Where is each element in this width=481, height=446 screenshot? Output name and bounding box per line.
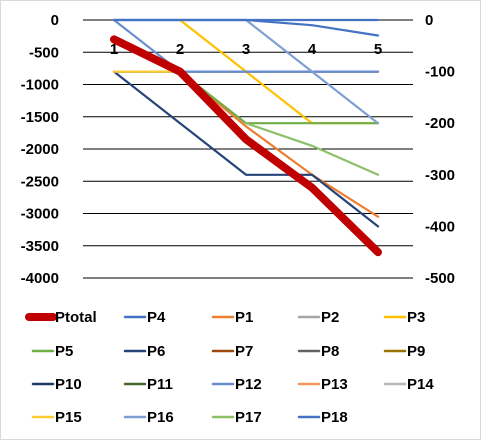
x-tick-label: 4	[308, 41, 317, 58]
x-tick-label: 3	[242, 41, 250, 58]
series-lines	[110, 18, 382, 257]
legend-label-p1: P1	[235, 309, 253, 326]
left-tick-label: -1500	[21, 109, 59, 126]
legend-label-p10: P10	[55, 376, 82, 393]
right-tick-label: -400	[425, 218, 455, 235]
legend-label-p4: P4	[147, 309, 166, 326]
legend: Ptotal P4 P1 P2 P3 P5 P6 P7 P8 P9 P10 P11 P12 P13 P14 P…	[25, 309, 434, 426]
legend-label-p3: P3	[407, 309, 425, 326]
legend-label-p12: P12	[235, 376, 262, 393]
left-tick-label: 0	[51, 12, 59, 29]
series-line-p1	[178, 70, 380, 218]
legend-label-p16: P16	[147, 409, 174, 426]
left-y-axis-ticks: 0 -500 -1000 -1500 -2000 -2500 -3000 -3500 -4000	[21, 12, 59, 287]
legend-label-p5: P5	[55, 343, 73, 360]
series-line-p6	[112, 70, 380, 228]
right-tick-label: -200	[425, 115, 455, 132]
left-tick-label: -2000	[21, 141, 59, 158]
legend-label-p7: P7	[235, 343, 253, 360]
legend-label-p11: P11	[147, 376, 173, 393]
right-y-axis-ticks: 0 -100 -200 -300 -400 -500	[425, 12, 455, 287]
x-tick-label: 2	[176, 41, 184, 58]
legend-label-p18: P18	[321, 409, 348, 426]
left-tick-label: -1000	[21, 77, 59, 94]
x-axis-ticks: 1 2 3 4 5	[110, 41, 382, 58]
right-tick-label: -300	[425, 167, 455, 184]
series-line-ptotal	[110, 35, 382, 257]
series-line-p5	[178, 70, 380, 125]
x-tick-label: 5	[374, 41, 382, 58]
left-tick-label: -3500	[21, 238, 59, 255]
legend-label-p13: P13	[321, 376, 348, 393]
legend-label-ptotal: Ptotal	[55, 309, 97, 326]
left-tick-label: -2500	[21, 173, 59, 190]
left-tick-label: -4000	[21, 270, 59, 287]
right-tick-label: -100	[425, 64, 455, 81]
legend-label-p8: P8	[321, 343, 339, 360]
right-tick-label: 0	[425, 12, 433, 29]
legend-label-p9: P9	[407, 343, 425, 360]
right-tick-label: -500	[425, 270, 455, 287]
legend-label-p14: P14	[407, 376, 434, 393]
series-line-p12	[112, 18, 380, 73]
series-line-p4	[112, 18, 380, 37]
x-tick-label: 1	[110, 41, 118, 58]
legend-label-p2: P2	[321, 309, 339, 326]
left-tick-label: -500	[29, 44, 59, 61]
series-line-p17	[244, 122, 380, 176]
series-line-p16	[244, 18, 380, 125]
legend-label-p15: P15	[55, 409, 82, 426]
left-tick-label: -3000	[21, 206, 59, 223]
legend-label-p17: P17	[235, 409, 262, 426]
legend-label-p6: P6	[147, 343, 165, 360]
